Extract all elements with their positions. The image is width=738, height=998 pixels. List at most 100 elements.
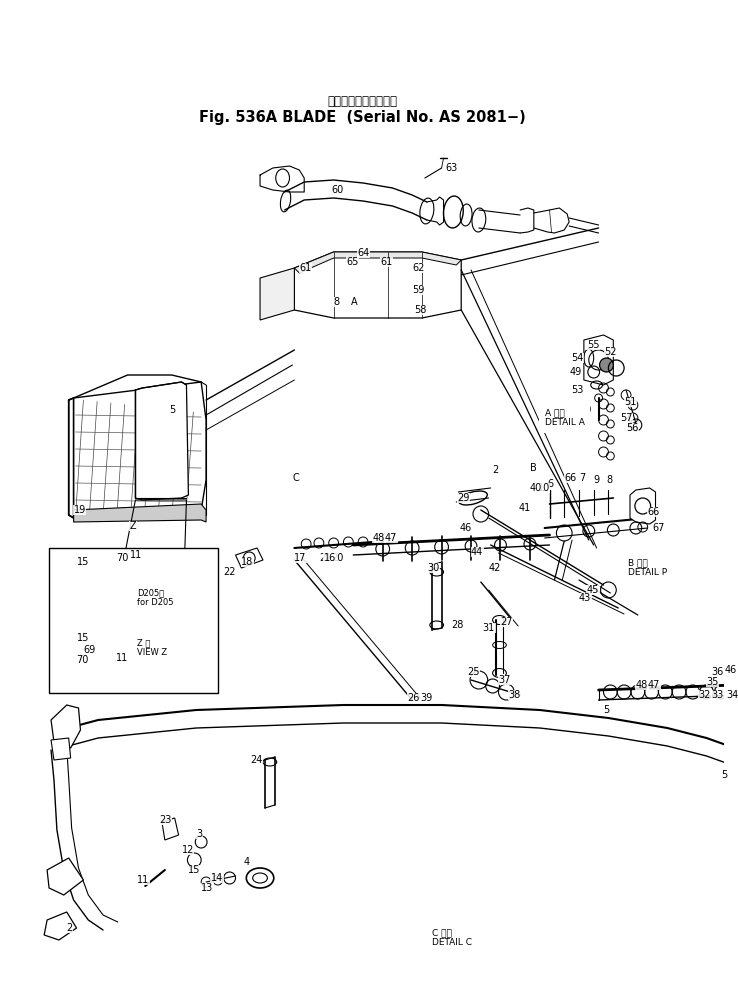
Text: 51: 51	[624, 397, 636, 407]
Text: 42: 42	[489, 563, 501, 573]
Text: 44: 44	[471, 547, 483, 557]
Text: 34: 34	[726, 690, 738, 700]
Polygon shape	[74, 504, 206, 522]
Text: 20: 20	[331, 553, 344, 563]
Text: 10: 10	[538, 483, 550, 493]
Text: A: A	[351, 297, 358, 307]
Polygon shape	[294, 252, 461, 318]
Text: 6: 6	[548, 479, 554, 489]
Text: 2: 2	[66, 923, 73, 933]
Text: 48: 48	[373, 533, 385, 543]
Text: 15: 15	[77, 557, 89, 567]
Text: 33: 33	[711, 690, 724, 700]
Text: 40: 40	[530, 483, 542, 493]
Text: 66: 66	[565, 473, 576, 483]
Text: 53: 53	[571, 385, 584, 395]
Text: ブレード　（適用号機: ブレード （適用号機	[327, 95, 397, 108]
Text: 46: 46	[724, 665, 737, 675]
Text: 8: 8	[334, 297, 339, 307]
Text: 63: 63	[446, 163, 458, 173]
Text: 18: 18	[241, 557, 254, 567]
Text: C 詳細
DETAIL C: C 詳細 DETAIL C	[432, 928, 472, 947]
Text: B: B	[530, 463, 537, 473]
Text: 62: 62	[412, 263, 424, 273]
Polygon shape	[69, 375, 206, 518]
Polygon shape	[162, 818, 179, 840]
Text: C: C	[292, 473, 299, 483]
Text: 58: 58	[414, 305, 427, 315]
Text: 22: 22	[224, 567, 236, 577]
Text: 35: 35	[706, 677, 719, 687]
Text: 39: 39	[420, 693, 432, 703]
Text: 55: 55	[587, 340, 599, 350]
Text: 65: 65	[346, 257, 359, 267]
Text: 11: 11	[130, 550, 142, 560]
Text: 12: 12	[182, 845, 194, 855]
Text: 60: 60	[331, 185, 344, 195]
Text: 11: 11	[116, 653, 128, 663]
Text: 5: 5	[604, 705, 610, 715]
Polygon shape	[135, 382, 188, 500]
Text: 69: 69	[83, 645, 96, 655]
Text: Fig. 536A BLADE  (Serial No. AS 2081−): Fig. 536A BLADE (Serial No. AS 2081−)	[199, 110, 525, 125]
Text: 32: 32	[699, 690, 711, 700]
Text: 19: 19	[74, 505, 86, 515]
Text: 29: 29	[458, 493, 469, 503]
Text: 61: 61	[300, 263, 311, 273]
Text: 4: 4	[244, 857, 249, 867]
Text: 59: 59	[412, 285, 424, 295]
Text: 30: 30	[427, 563, 439, 573]
Polygon shape	[47, 858, 83, 895]
Polygon shape	[294, 252, 461, 273]
Text: 66: 66	[648, 507, 660, 517]
Polygon shape	[630, 488, 655, 524]
Text: 56: 56	[626, 423, 638, 433]
Text: 67: 67	[652, 523, 665, 533]
Polygon shape	[51, 738, 71, 760]
Text: 26: 26	[407, 693, 420, 703]
Text: 25: 25	[467, 667, 480, 677]
Text: 3: 3	[196, 829, 202, 839]
Text: 9: 9	[593, 475, 600, 485]
Text: Z 照
VIEW Z: Z 照 VIEW Z	[137, 638, 168, 658]
Text: 52: 52	[604, 347, 617, 357]
Text: 43: 43	[579, 593, 591, 603]
Text: 50: 50	[579, 405, 591, 415]
Text: 48: 48	[636, 680, 648, 690]
Polygon shape	[51, 705, 80, 748]
Text: 5: 5	[169, 405, 175, 415]
Bar	[49, 548, 218, 693]
Text: 70: 70	[77, 655, 89, 665]
Text: 37: 37	[498, 675, 511, 685]
Polygon shape	[260, 268, 294, 320]
Text: 45: 45	[587, 585, 599, 595]
Text: 49: 49	[569, 367, 582, 377]
Text: 38: 38	[508, 690, 520, 700]
Text: 11: 11	[137, 875, 150, 885]
Text: 14: 14	[211, 873, 223, 883]
Text: 64: 64	[357, 248, 370, 258]
Text: 2: 2	[492, 465, 499, 475]
Text: 24: 24	[250, 755, 263, 765]
Text: 5: 5	[721, 770, 728, 780]
Text: 36: 36	[711, 667, 724, 677]
Polygon shape	[584, 335, 613, 385]
Polygon shape	[726, 738, 738, 758]
Circle shape	[599, 358, 613, 372]
Text: 54: 54	[571, 353, 584, 363]
Polygon shape	[235, 548, 263, 568]
Text: 31: 31	[483, 623, 495, 633]
Text: 15: 15	[77, 633, 89, 643]
Text: 27: 27	[500, 617, 513, 627]
Text: 16: 16	[324, 553, 336, 563]
Text: 13: 13	[201, 883, 213, 893]
Text: 47: 47	[384, 533, 397, 543]
Text: 8: 8	[607, 475, 613, 485]
Text: 70: 70	[116, 553, 128, 563]
Text: 21: 21	[319, 553, 331, 563]
Text: 41: 41	[518, 503, 531, 513]
Text: 7: 7	[579, 473, 585, 483]
Text: 61: 61	[381, 257, 393, 267]
Text: B 詳細
DETAIL P: B 詳細 DETAIL P	[628, 558, 667, 578]
Text: A 詳細
DETAIL A: A 詳細 DETAIL A	[545, 408, 584, 427]
